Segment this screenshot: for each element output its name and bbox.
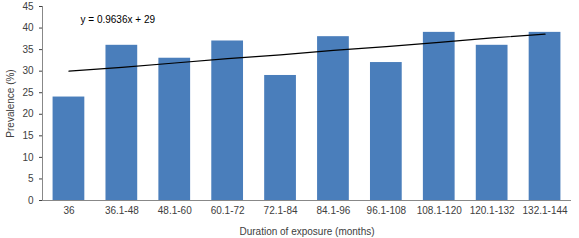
svg-text:y = 0.9636x + 29: y = 0.9636x + 29 (81, 14, 156, 25)
svg-text:45: 45 (22, 1, 34, 12)
svg-text:15: 15 (22, 130, 34, 141)
svg-text:Duration of exposure (months): Duration of exposure (months) (239, 226, 374, 237)
svg-text:108.1-120: 108.1-120 (417, 205, 462, 216)
svg-text:96.1-108: 96.1-108 (367, 205, 407, 216)
svg-text:20: 20 (22, 108, 34, 119)
svg-text:0: 0 (28, 195, 34, 206)
svg-text:Prevalence (%): Prevalence (%) (5, 69, 16, 137)
svg-text:10: 10 (22, 152, 34, 163)
svg-text:36.1-48: 36.1-48 (105, 205, 139, 216)
svg-text:132.1-144: 132.1-144 (523, 205, 568, 216)
svg-text:120.1-132: 120.1-132 (470, 205, 515, 216)
svg-text:35: 35 (22, 44, 34, 55)
svg-text:60.1-72: 60.1-72 (211, 205, 245, 216)
svg-text:5: 5 (28, 173, 34, 184)
svg-text:48.1-60: 48.1-60 (158, 205, 192, 216)
svg-text:84.1-96: 84.1-96 (316, 205, 350, 216)
svg-text:30: 30 (22, 65, 34, 76)
svg-text:72.1-84: 72.1-84 (264, 205, 298, 216)
svg-text:40: 40 (22, 22, 34, 33)
svg-text:36: 36 (63, 205, 75, 216)
svg-text:25: 25 (22, 87, 34, 98)
